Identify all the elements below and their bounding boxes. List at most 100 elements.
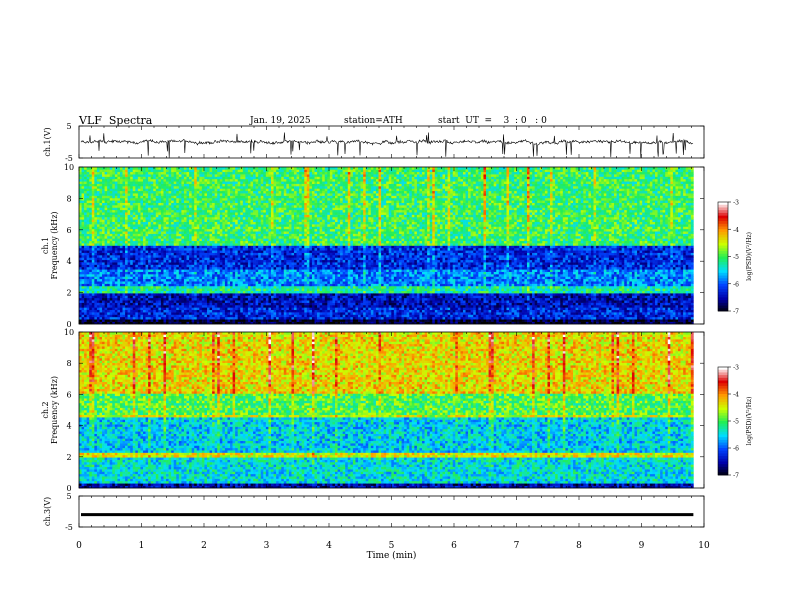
spectrogram-cell xyxy=(92,298,95,301)
spectrogram-cell xyxy=(163,198,166,201)
spectrogram-cell xyxy=(238,255,241,258)
spectrogram-cell xyxy=(197,169,200,172)
spectrogram-cell xyxy=(156,319,159,322)
spectrogram-cell xyxy=(233,200,236,203)
spectrogram-cell xyxy=(204,312,207,315)
spectrogram-cell xyxy=(258,215,261,218)
spectrogram-cell xyxy=(199,212,202,215)
spectrogram-cell xyxy=(199,265,202,268)
spectrogram-cell xyxy=(146,179,149,182)
spectrogram-cell xyxy=(243,196,246,199)
spectrogram-cell xyxy=(92,241,95,244)
spectrogram-cell xyxy=(84,191,87,194)
spectrogram-cell xyxy=(112,284,115,287)
spectrogram-cell xyxy=(105,241,108,244)
spectrogram-cell xyxy=(176,276,179,279)
spectrogram-cell xyxy=(102,248,105,251)
spectrogram-cell xyxy=(156,257,159,260)
spectrogram-cell xyxy=(120,212,123,215)
spectrogram-cell xyxy=(117,265,120,268)
spectrogram-cell xyxy=(153,181,156,184)
spectrogram-cell xyxy=(243,257,246,260)
spectrogram-cell xyxy=(197,212,200,215)
spectrogram-cell xyxy=(194,188,197,191)
spectrogram-cell xyxy=(148,229,151,232)
spectrogram-cell xyxy=(184,281,187,284)
spectrogram-cell xyxy=(263,317,266,320)
spectrogram-cell xyxy=(117,196,120,199)
spectrogram-cell xyxy=(217,188,220,191)
spectrogram-cell xyxy=(117,169,120,172)
spectrogram-cell xyxy=(107,169,110,172)
spectrogram-cell xyxy=(166,257,169,260)
spectrogram-cell xyxy=(217,303,220,306)
spectrogram-cell xyxy=(146,224,149,227)
spectrogram-cell xyxy=(133,267,136,270)
spectrogram-cell xyxy=(189,248,192,251)
spectrogram-cell xyxy=(87,310,90,313)
spectrogram-cell xyxy=(245,284,248,287)
spectrogram-cell xyxy=(84,312,87,315)
spectrogram-cell xyxy=(161,276,164,279)
spectrogram-cell xyxy=(261,272,264,275)
spectrogram-cell xyxy=(169,226,172,229)
spectrogram-cell xyxy=(235,191,238,194)
spectrogram-cell xyxy=(125,229,128,232)
spectrogram-cell xyxy=(230,248,233,251)
spectrogram-cell xyxy=(189,224,192,227)
spectrogram-cell xyxy=(227,200,230,203)
spectrogram-cell xyxy=(107,319,110,322)
spectrogram-cell xyxy=(194,203,197,206)
spectrogram-cell xyxy=(210,307,213,310)
spectrogram-cell xyxy=(240,193,243,196)
spectrogram-cell xyxy=(153,210,156,213)
spectrogram-cell xyxy=(123,253,126,256)
spectrogram-cell xyxy=(222,222,225,225)
spectrogram-cell xyxy=(225,200,228,203)
spectrogram-cell xyxy=(82,172,85,175)
spectrogram-cell xyxy=(202,295,205,298)
spectrogram-cell xyxy=(197,295,200,298)
spectrogram-cell xyxy=(245,312,248,315)
spectrogram-cell xyxy=(123,236,126,239)
spectrogram-cell xyxy=(151,188,154,191)
spectrogram-cell xyxy=(169,303,172,306)
spectrogram-cell xyxy=(174,200,177,203)
spectrogram-cell xyxy=(220,286,223,289)
spectrogram-cell xyxy=(125,188,128,191)
spectrogram-cell xyxy=(89,305,92,308)
spectrogram-cell xyxy=(174,257,177,260)
spectrogram-cell xyxy=(197,253,200,256)
spectrogram-cell xyxy=(143,293,146,296)
spectrogram-cell xyxy=(251,231,254,234)
spectrogram-cell xyxy=(112,224,115,227)
spectrogram-cell xyxy=(187,169,190,172)
spectrogram-cell xyxy=(256,319,259,322)
spectrogram-cell xyxy=(235,224,238,227)
spectrogram-cell xyxy=(79,310,82,313)
spectrogram-cell xyxy=(230,198,233,201)
spectrogram-cell xyxy=(192,250,195,253)
spectrogram-cell xyxy=(102,241,105,244)
spectrogram-cell xyxy=(210,279,213,282)
spectrogram-cell xyxy=(202,234,205,237)
spectrogram-cell xyxy=(184,312,187,315)
spectrogram-cell xyxy=(189,238,192,241)
spectrogram-cell xyxy=(199,253,202,256)
spectrogram-cell xyxy=(151,293,154,296)
spectrogram-cell xyxy=(166,246,169,249)
spectrogram-cell xyxy=(263,303,266,306)
spectrogram-cell xyxy=(263,262,266,265)
spectrogram-cell xyxy=(92,262,95,265)
spectrogram-cell xyxy=(125,281,128,284)
spectrogram-cell xyxy=(148,295,151,298)
spectrogram-cell xyxy=(166,224,169,227)
spectrogram-cell xyxy=(163,298,166,301)
spectrogram-cell xyxy=(151,231,154,234)
spectrogram-cell xyxy=(153,169,156,172)
spectrogram-cell xyxy=(207,205,210,208)
spectrogram-cell xyxy=(153,257,156,260)
spectrogram-cell xyxy=(163,286,166,289)
spectrogram-cell xyxy=(204,172,207,175)
spectrogram-cell xyxy=(258,229,261,232)
